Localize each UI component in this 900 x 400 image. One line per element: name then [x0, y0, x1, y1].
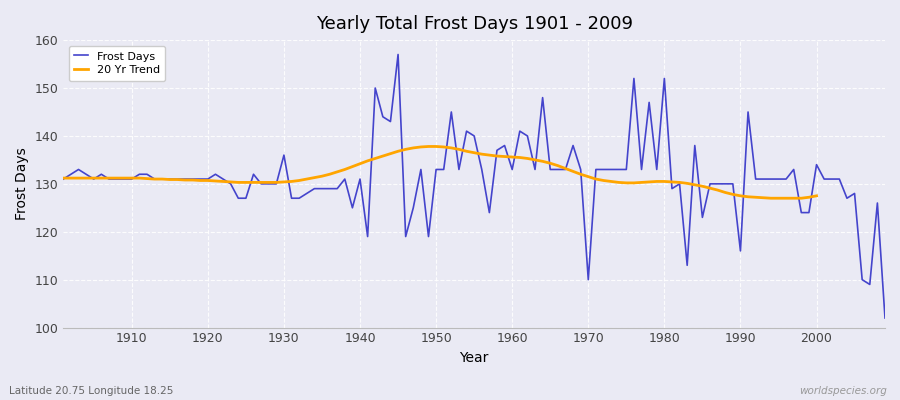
Frost Days	[606, 167, 616, 172]
20 Yr Trend	[202, 178, 213, 183]
X-axis label: Year: Year	[460, 351, 489, 365]
Line: Frost Days: Frost Days	[63, 54, 885, 318]
20 Yr Trend	[423, 144, 434, 149]
Line: 20 Yr Trend: 20 Yr Trend	[63, 146, 816, 198]
Text: worldspecies.org: worldspecies.org	[798, 386, 886, 396]
20 Yr Trend	[788, 196, 799, 201]
Frost Days	[515, 129, 526, 134]
Frost Days	[392, 52, 403, 57]
Frost Days	[332, 186, 343, 191]
Frost Days	[286, 196, 297, 201]
Frost Days	[58, 177, 68, 182]
Frost Days	[119, 177, 130, 182]
Text: Latitude 20.75 Longitude 18.25: Latitude 20.75 Longitude 18.25	[9, 386, 174, 396]
Legend: Frost Days, 20 Yr Trend: Frost Days, 20 Yr Trend	[68, 46, 166, 81]
20 Yr Trend	[233, 180, 244, 185]
20 Yr Trend	[515, 155, 526, 160]
Title: Yearly Total Frost Days 1901 - 2009: Yearly Total Frost Days 1901 - 2009	[316, 15, 633, 33]
20 Yr Trend	[58, 176, 68, 180]
20 Yr Trend	[811, 194, 822, 198]
Y-axis label: Frost Days: Frost Days	[15, 148, 29, 220]
20 Yr Trend	[766, 196, 777, 201]
Frost Days	[507, 167, 517, 172]
20 Yr Trend	[454, 147, 464, 152]
20 Yr Trend	[758, 195, 769, 200]
Frost Days	[879, 316, 890, 320]
